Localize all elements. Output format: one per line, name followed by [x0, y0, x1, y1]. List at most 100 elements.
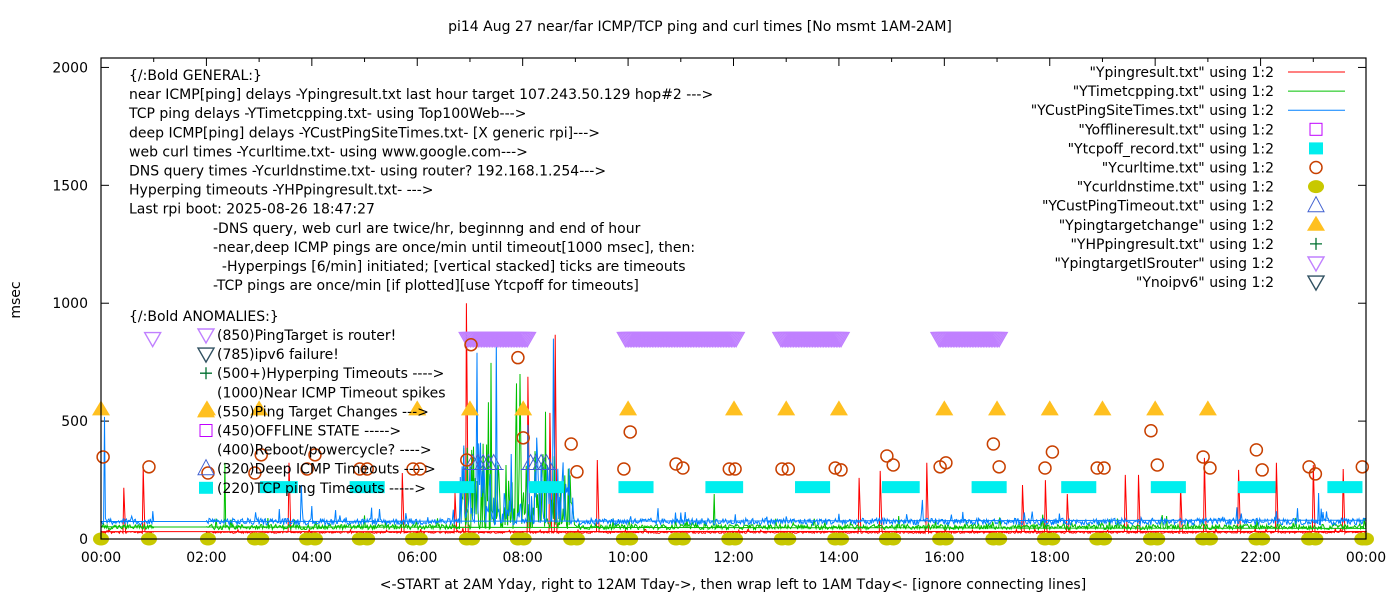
anomalies-header: {/:Bold ANOMALIES:}	[129, 309, 279, 325]
legend-label: "Ypingresult.txt" using 1:2	[1089, 65, 1274, 81]
target-change-marker	[460, 400, 479, 416]
legend-marker-ynoipv6	[1306, 275, 1326, 292]
x-tick-label: 06:00	[397, 550, 437, 566]
general-note-line: Hyperping timeouts -YHPpingresult.txt- -…	[129, 183, 434, 199]
legend-label: "YCustPingTimeout.txt" using 1:2	[1042, 199, 1274, 215]
anomaly-line: (450)OFFLINE STATE ----->	[217, 424, 401, 440]
anomaly-key-icon	[197, 402, 215, 418]
legend-label: "YCustPingSiteTimes.txt" using 1:2	[1031, 103, 1274, 119]
anomaly-line: (320)Deep ICMP Timeouts ---->	[217, 462, 436, 478]
legend-marker-ycustpingtimeout	[1307, 195, 1325, 213]
x-tick-label: 18:00	[1030, 550, 1070, 566]
anomaly-line: (220)TCP ping Timeouts ----->	[217, 481, 426, 497]
legend-marker-yofflineresult	[1309, 122, 1323, 136]
tcp-timeout-marker	[705, 481, 744, 494]
legend: "Ypingresult.txt" using 1:2 "YTimetcpping…	[1031, 65, 1345, 292]
curl-time-marker	[939, 456, 953, 470]
note-line: -near,deep ICMP pings are once/min until…	[213, 240, 695, 256]
curl-time-marker	[1097, 461, 1111, 475]
anomaly-key-icon	[196, 347, 216, 364]
legend-label: "YHPpingresult.txt" using 1:2	[1070, 237, 1274, 253]
curl-time-marker	[516, 431, 530, 445]
curl-time-marker	[669, 457, 683, 471]
curl-time-marker	[308, 448, 322, 462]
tcp-timeout-marker	[1327, 481, 1363, 494]
series-line-ypingresult	[100, 303, 1368, 536]
y-tick-label: 0	[79, 532, 88, 548]
x-tick-label: 12:00	[713, 550, 753, 566]
legend-marker-ycurltime	[1309, 160, 1323, 175]
target-change-marker	[1093, 400, 1112, 416]
tcp-timeout-marker	[618, 481, 654, 494]
curl-time-marker	[460, 453, 474, 467]
target-change-marker	[935, 400, 954, 416]
tcp-timeout-marker	[260, 481, 298, 494]
tcp-timeout-marker	[1061, 481, 1097, 494]
curl-time-marker	[201, 466, 215, 480]
x-tick-label: 04:00	[292, 550, 332, 566]
router-target-marker	[989, 331, 1009, 348]
x-tick-label: 02:00	[186, 550, 226, 566]
note-line: -Hyperpings [6/min] initiated; [vertical…	[213, 259, 686, 275]
y-tick-label: 2000	[52, 60, 88, 76]
x-tick-label: 08:00	[502, 550, 542, 566]
curl-time-marker	[623, 425, 637, 439]
curl-time-marker	[300, 462, 314, 476]
router-target-marker	[518, 331, 537, 348]
curl-time-marker	[570, 465, 584, 479]
curl-time-marker	[142, 460, 156, 474]
plot-frame	[100, 57, 1367, 540]
target-change-marker	[514, 400, 533, 416]
target-change-marker	[250, 400, 269, 416]
curl-time-marker	[676, 461, 690, 475]
x-tick-label: 00:00	[81, 550, 121, 566]
legend-label: "YTimetcpping.txt" using 1:2	[1073, 84, 1274, 100]
curl-time-marker	[1196, 450, 1210, 464]
y-tick-label: 500	[61, 414, 88, 430]
x-tick-label: 22:00	[1240, 550, 1280, 566]
target-change-marker	[725, 400, 744, 416]
curl-time-marker	[1355, 460, 1370, 474]
target-change-marker	[1146, 400, 1165, 416]
general-note-line: near ICMP[ping] delays -Ypingresult.txt …	[129, 87, 713, 103]
x-tick-label: 00:00	[1346, 550, 1386, 566]
curl-time-marker	[1090, 461, 1104, 475]
x-tick-label: 20:00	[1135, 550, 1175, 566]
curl-time-marker	[1150, 458, 1165, 472]
legend-marker-ycurldnstime	[1308, 180, 1324, 194]
anomaly-key-icon	[199, 481, 213, 494]
general-note-line: TCP ping delays -YTimetcpping.txt- using…	[128, 106, 526, 122]
general-note-line: DNS query times -Ycurldnstime.txt- using…	[129, 164, 606, 180]
curl-time-marker	[775, 462, 789, 476]
legend-label: "Yofflineresult.txt" using 1:2	[1078, 122, 1274, 138]
curl-time-marker	[728, 462, 742, 476]
legend-marker-ypingtargetisrouter	[1306, 256, 1326, 273]
curl-time-marker	[464, 337, 478, 352]
curl-time-marker	[254, 448, 268, 462]
anomaly-key-icon	[200, 367, 212, 380]
curl-time-marker	[886, 458, 900, 472]
curl-time-marker	[406, 462, 420, 476]
curl-time-marker	[1308, 467, 1323, 481]
legend-label: "Ycurltime.txt" using 1:2	[1102, 161, 1274, 177]
target-change-marker	[777, 400, 796, 416]
general-note-line: {/:Bold GENERAL:}	[129, 68, 262, 84]
curl-time-marker	[413, 462, 427, 476]
x-tick-label: 16:00	[924, 550, 964, 566]
series-line-ycustpingsitetimes	[100, 338, 1367, 527]
tcp-timeout-marker	[971, 481, 1007, 494]
router-target-marker	[143, 331, 162, 348]
plot-series	[100, 303, 1368, 536]
axis-ticks: 0 500 1000 1500 2000 00:00 02:00 04:00 06:00 08:0…	[52, 58, 1386, 566]
anomaly-line: (500+)Hyperping Timeouts ---->	[217, 366, 444, 382]
curl-time-marker	[96, 450, 110, 464]
legend-label: "Ytcpoff_record.txt" using 1:2	[1068, 141, 1274, 157]
curl-time-marker	[564, 437, 578, 451]
anomaly-line: (785)ipv6 failure!	[217, 347, 339, 363]
curl-time-marker	[834, 463, 848, 477]
anomaly-line: (850)PingTarget is router!	[217, 328, 396, 344]
legend-label: "Ynoipv6" using 1:2	[1136, 275, 1274, 291]
y-tick-label: 1500	[52, 178, 88, 194]
note-line: -TCP pings are once/min [if plotted][use…	[213, 278, 639, 294]
curl-time-marker	[1249, 443, 1264, 457]
